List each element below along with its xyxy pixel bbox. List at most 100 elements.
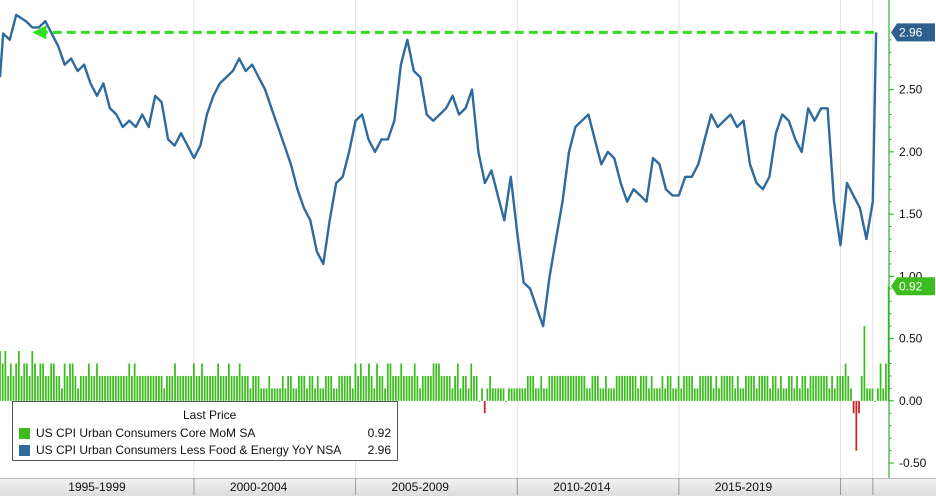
bar bbox=[656, 388, 658, 401]
x-tick-label: 2000-2004 bbox=[230, 480, 288, 494]
bar bbox=[411, 375, 413, 401]
bar bbox=[591, 375, 594, 401]
bar bbox=[666, 375, 669, 401]
y-tick-label: 2.00 bbox=[899, 145, 923, 159]
bar bbox=[806, 388, 809, 401]
bar bbox=[184, 375, 187, 401]
bar bbox=[780, 375, 782, 401]
bar bbox=[384, 388, 386, 401]
bar bbox=[281, 375, 284, 401]
bar bbox=[858, 400, 860, 414]
legend-label: US CPI Urban Consumers Core MoM SA bbox=[36, 426, 256, 440]
bar bbox=[155, 375, 158, 401]
bar bbox=[330, 375, 333, 401]
last-price-tag-yoy-text: 2.96 bbox=[899, 25, 923, 39]
bar bbox=[42, 363, 44, 401]
bar bbox=[346, 375, 349, 401]
bar bbox=[376, 363, 378, 401]
last-price-labels: 2.96 0.92 bbox=[891, 23, 935, 296]
bar bbox=[467, 388, 470, 401]
bar bbox=[349, 375, 351, 401]
bar bbox=[112, 375, 114, 401]
bar bbox=[715, 375, 718, 401]
last-price-tag-yoy-bg bbox=[891, 23, 935, 42]
bar bbox=[432, 363, 435, 401]
bar bbox=[658, 388, 661, 401]
bar bbox=[141, 375, 144, 401]
x-tick-label: 1995-1999 bbox=[68, 480, 126, 494]
y-tick-label: 1.50 bbox=[899, 207, 923, 221]
bar bbox=[114, 375, 117, 401]
bar bbox=[419, 388, 421, 401]
bar bbox=[876, 388, 879, 401]
line-path bbox=[0, 13, 878, 328]
legend-label: US CPI Urban Consumers Less Food & Energ… bbox=[36, 443, 342, 457]
bar bbox=[866, 388, 868, 401]
bar bbox=[599, 388, 602, 401]
bar bbox=[292, 388, 295, 401]
bar bbox=[885, 363, 887, 401]
bar bbox=[443, 375, 446, 401]
bar bbox=[211, 375, 214, 401]
bar bbox=[707, 375, 710, 401]
bar bbox=[381, 375, 384, 401]
bar bbox=[785, 388, 788, 401]
bar bbox=[357, 375, 360, 401]
legend-value: 0.92 bbox=[367, 426, 391, 440]
bar bbox=[273, 388, 276, 401]
bar bbox=[473, 375, 475, 401]
bar bbox=[77, 388, 79, 401]
bar bbox=[750, 375, 753, 401]
bar bbox=[378, 375, 381, 401]
bar bbox=[456, 363, 459, 401]
bar bbox=[236, 375, 238, 401]
x-axis: 1995-1999 2000-2004 2005-2009 2010-2014 2015… bbox=[68, 478, 874, 495]
bar bbox=[322, 388, 325, 401]
bar bbox=[195, 375, 198, 401]
bar bbox=[333, 388, 335, 401]
bar bbox=[696, 388, 699, 401]
bar bbox=[526, 375, 529, 401]
bar bbox=[343, 375, 346, 401]
bar bbox=[594, 375, 596, 401]
bar bbox=[637, 388, 640, 401]
bar bbox=[87, 363, 90, 401]
bar bbox=[265, 388, 268, 401]
bar bbox=[672, 388, 675, 401]
bar bbox=[58, 375, 61, 401]
bar bbox=[271, 388, 273, 401]
bar bbox=[529, 375, 532, 401]
bar bbox=[782, 388, 785, 401]
bar bbox=[427, 375, 430, 401]
bar bbox=[268, 375, 271, 401]
bar bbox=[508, 388, 510, 401]
bar bbox=[570, 375, 572, 401]
bar bbox=[788, 375, 790, 401]
bar bbox=[284, 388, 287, 401]
legend-swatch-blue bbox=[19, 444, 30, 456]
bar bbox=[723, 375, 726, 401]
bar bbox=[497, 388, 500, 401]
bar bbox=[459, 388, 462, 401]
bar bbox=[90, 375, 93, 401]
bar bbox=[335, 388, 338, 401]
bar bbox=[327, 375, 330, 401]
legend-value: 2.96 bbox=[367, 443, 391, 457]
bar bbox=[233, 375, 236, 401]
bar bbox=[475, 375, 478, 401]
last-price-tag-mom-bg bbox=[891, 277, 935, 296]
bar bbox=[728, 375, 731, 401]
bar bbox=[769, 388, 772, 401]
bar bbox=[4, 351, 7, 401]
bar bbox=[158, 375, 160, 401]
bar bbox=[766, 375, 769, 401]
bar bbox=[128, 363, 131, 401]
bar bbox=[341, 375, 343, 401]
bar bbox=[174, 363, 176, 401]
bar bbox=[675, 388, 677, 401]
bar bbox=[400, 363, 403, 401]
bar bbox=[308, 375, 311, 401]
bar bbox=[613, 388, 615, 401]
bar bbox=[852, 400, 855, 414]
bar bbox=[201, 363, 203, 401]
